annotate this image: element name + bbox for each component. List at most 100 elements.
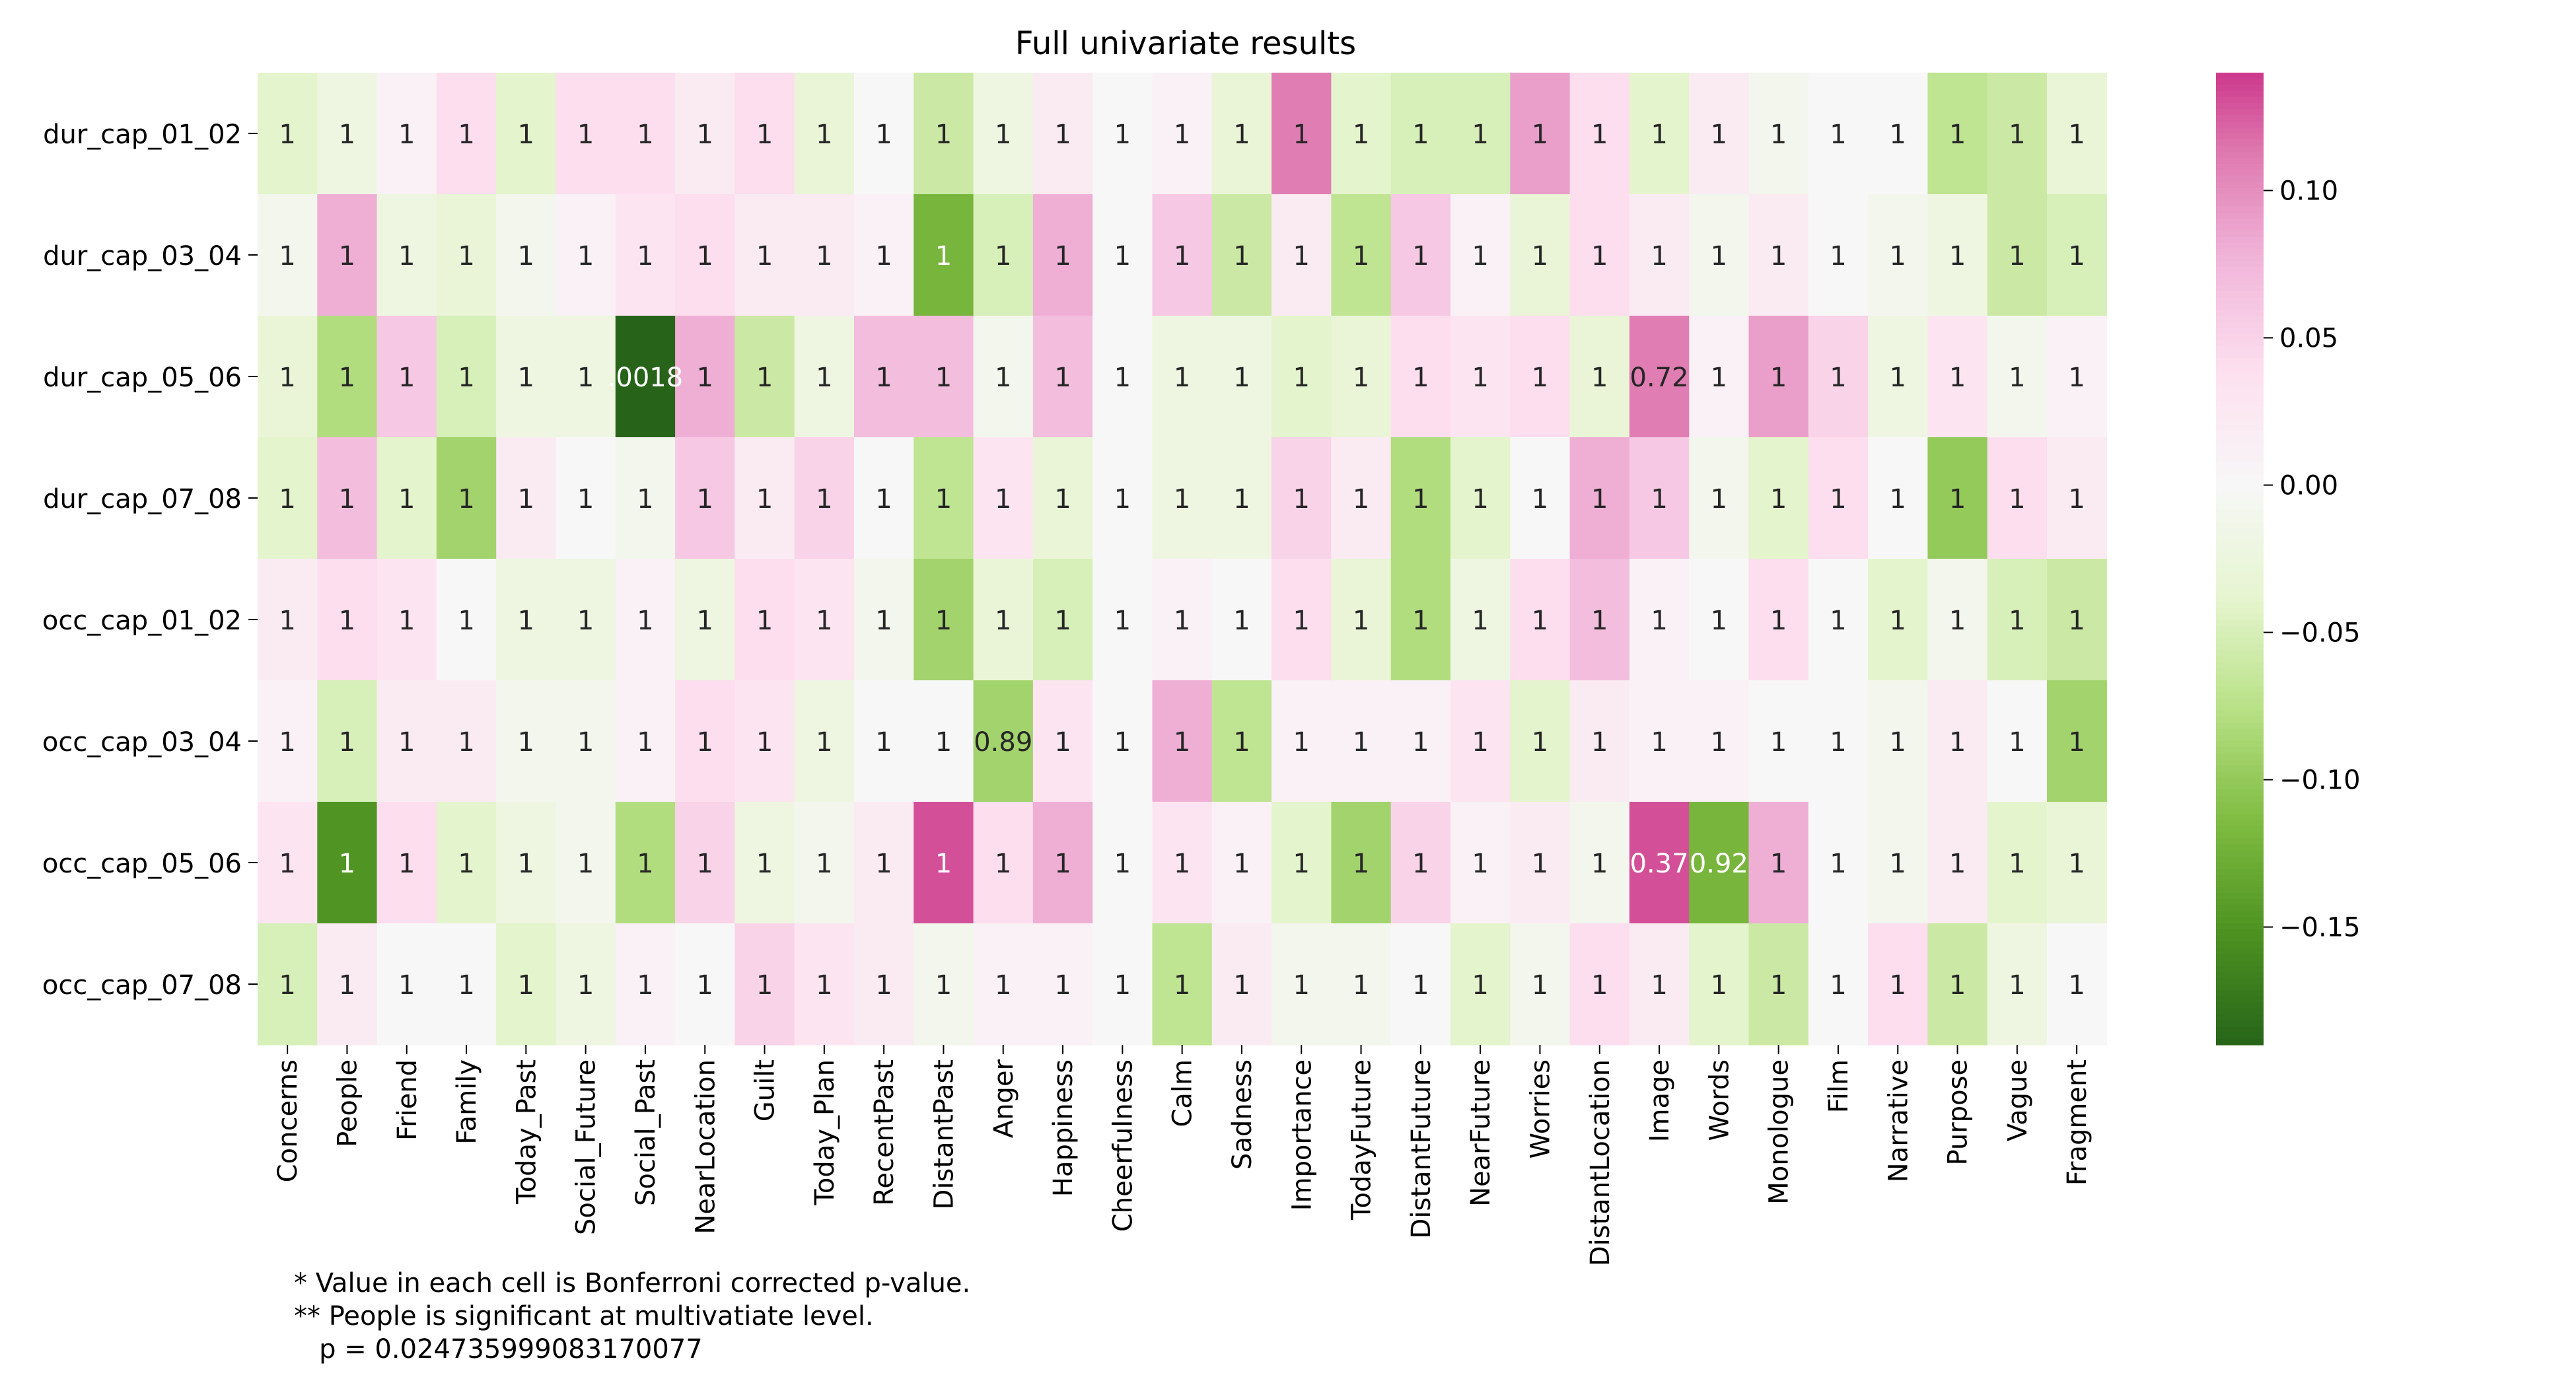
cell-annotation: 1: [1591, 363, 1608, 393]
colorbar-segment: [2216, 115, 2264, 122]
cell-annotation: 1: [1472, 970, 1488, 1001]
colorbar-segment: [2216, 814, 2264, 821]
footnote-pvalue: * Value in each cell is Bonferroni corre…: [294, 1268, 971, 1298]
colorbar-segment: [2216, 601, 2264, 608]
cell-annotation: 1: [1114, 727, 1131, 758]
colorbar-segment: [2216, 577, 2264, 584]
cell-annotation: 1: [1233, 241, 1250, 271]
cell-annotation: 1: [1830, 849, 1846, 879]
heatmap-cell: [555, 73, 616, 195]
colorbar-segment: [2216, 528, 2264, 535]
heatmap-cell: [1868, 680, 1928, 802]
cell-annotation: 1: [1174, 120, 1190, 150]
heatmap-cell: [675, 802, 735, 924]
heatmap-cell: [1808, 559, 1869, 681]
heatmap-cell: [1987, 194, 2048, 316]
heatmap-cell: [317, 559, 378, 681]
cell-annotation: 1: [1532, 970, 1548, 1001]
heatmap-cell: [1689, 437, 1750, 559]
colorbar-segment: [2216, 206, 2264, 213]
cell-annotation: 1: [518, 606, 534, 636]
heatmap-cell: [734, 437, 795, 559]
colorbar-segment: [2216, 279, 2264, 286]
colorbar-segment: [2216, 941, 2264, 948]
heatmap-cell: [1868, 559, 1928, 681]
heatmap-cell: [734, 680, 795, 802]
column-label: Social_Future: [571, 1059, 602, 1235]
heatmap-cell: [675, 680, 735, 802]
colorbar-segment: [2216, 468, 2264, 474]
colorbar-segment: [2216, 413, 2264, 419]
heatmap-cell: [1450, 73, 1511, 195]
colorbar: 0.10 0.05 0.00 −0.05 −0.10 −0.15: [2216, 73, 2361, 1046]
heatmap-cell: [2047, 680, 2107, 802]
colorbar-segment: [2216, 194, 2264, 201]
cell-annotation: 1: [935, 484, 952, 515]
cell-annotation: 1: [1591, 606, 1608, 636]
colorbar-segment: [2216, 443, 2264, 450]
cell-annotation: 1: [756, 484, 773, 515]
colorbar-segment: [2216, 996, 2264, 1003]
colorbar-segment: [2216, 723, 2264, 730]
heatmap-cell: [1629, 680, 1690, 802]
cell-annotation: 1: [518, 970, 534, 1001]
colorbar-segment: [2216, 643, 2264, 651]
colorbar-segment: [2216, 565, 2264, 571]
heatmap-cell: [615, 680, 676, 802]
heatmap-cell: [1927, 437, 1988, 559]
heatmap-cell: [973, 437, 1034, 559]
colorbar-segment: [2216, 1014, 2264, 1021]
colorbar-segment: [2216, 826, 2264, 833]
colorbar-segment: [2216, 820, 2264, 827]
column-label: Film: [1824, 1059, 1854, 1113]
cell-annotation: 1: [1830, 241, 1846, 271]
cell-annotation: 1: [577, 970, 594, 1001]
colorbar-segment: [2216, 844, 2264, 851]
cell-annotation: 1: [816, 727, 832, 758]
cell-annotation: 1: [637, 241, 653, 271]
colorbar-segment: [2216, 534, 2264, 541]
cell-annotation: 1: [2009, 363, 2025, 393]
colorbar-segment: [2216, 595, 2264, 602]
cell-annotation: 1: [1174, 970, 1190, 1001]
heatmap-cell: [436, 194, 497, 316]
colorbar-segment: [2216, 540, 2264, 548]
heatmap-cell: [675, 316, 735, 438]
heatmap-cell: [1569, 680, 1630, 802]
heatmap-cell: [317, 923, 378, 1046]
colorbar-segment: [2216, 990, 2264, 997]
cell-annotation: 1: [756, 849, 773, 879]
colorbar-segment: [2216, 157, 2264, 164]
colorbar-segment: [2216, 346, 2264, 353]
cell-annotation: 1: [1711, 363, 1727, 393]
column-label: People: [332, 1059, 363, 1147]
cell-annotation: 1: [697, 241, 713, 271]
heatmap-cell: [1271, 73, 1332, 195]
colorbar-segment: [2216, 437, 2264, 444]
column-label: DistantLocation: [1585, 1059, 1616, 1266]
cell-annotation: 1: [1054, 484, 1071, 515]
column-labels: Concerns People Friend Family Today_Past Soci…: [273, 1045, 2093, 1266]
cell-annotation: 1: [339, 120, 355, 150]
heatmap-cell: [854, 73, 914, 195]
cell-annotation: 1: [756, 606, 773, 636]
cell-annotation: 1: [1949, 484, 1966, 515]
heatmap-cell: [794, 194, 855, 316]
heatmap-cell: [1629, 802, 1690, 924]
cell-annotation: 1: [577, 120, 594, 150]
colorbar-segment: [2216, 571, 2264, 578]
heatmap-cell: [555, 316, 616, 438]
cell-annotation: 1: [1949, 970, 1966, 1001]
heatmap-cell: [2047, 802, 2107, 924]
colorbar-segment: [2216, 656, 2264, 662]
cell-annotation: 1: [637, 970, 653, 1001]
cell-annotation: 1: [458, 727, 474, 758]
cell-annotation: 1: [816, 970, 832, 1001]
heatmap-cell: [1510, 437, 1571, 559]
colorbar-segment: [2216, 966, 2264, 973]
cell-annotation: 1: [1949, 727, 1966, 758]
cell-annotation: 1: [1353, 970, 1369, 1001]
cell-annotation: 1: [1711, 120, 1727, 150]
cell-annotation: 1: [398, 363, 415, 393]
heatmap-cell: [1331, 923, 1392, 1046]
